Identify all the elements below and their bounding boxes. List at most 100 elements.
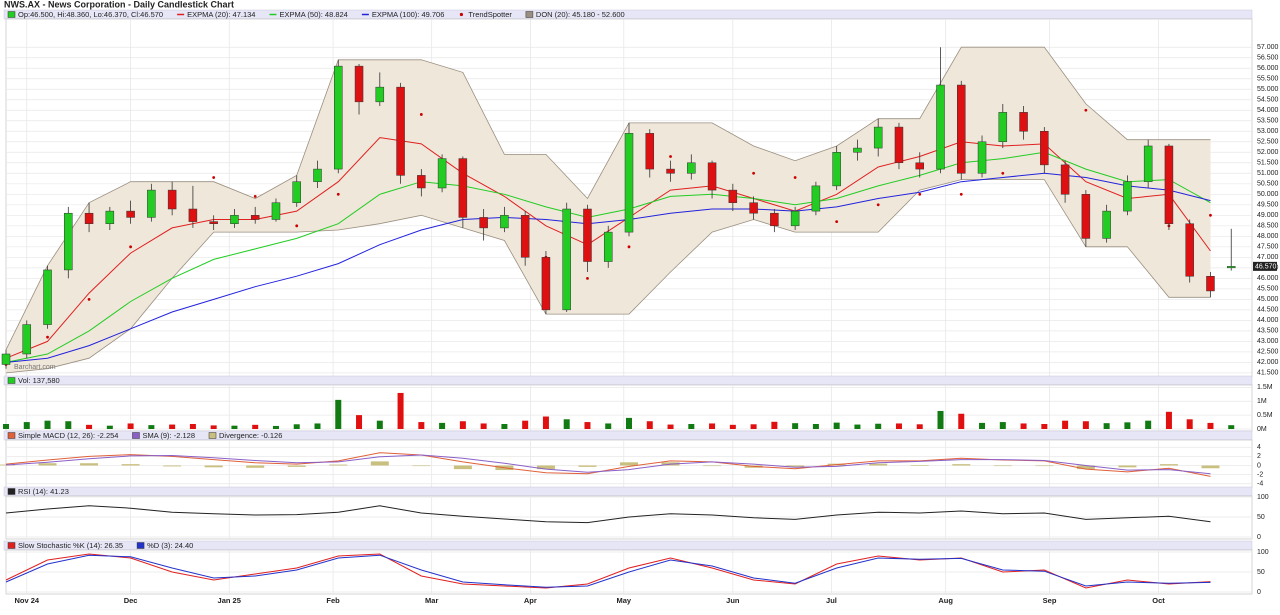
candle-body: [1164, 145, 1174, 224]
divergence-bar: [993, 465, 1012, 467]
volume-bar: [1186, 419, 1193, 429]
indicator-line: [5, 554, 1211, 588]
divergence-bar: [1118, 465, 1137, 468]
legend-label: Slow Stochastic %K (14): 26.35: [18, 541, 123, 550]
divergence-bar: [620, 462, 638, 466]
y-tick-label: 41.500: [1257, 370, 1279, 377]
legend-swatch: [7, 542, 16, 549]
y-tick-label: 47.500: [1257, 244, 1279, 251]
y-tick-label: 0: [1257, 534, 1261, 541]
candle-body: [1102, 210, 1111, 239]
y-tick-label: 48.000: [1257, 233, 1279, 240]
y-tick-label: 42.500: [1257, 349, 1279, 356]
legend-label: TrendSpotter: [468, 10, 512, 19]
x-tick-label: Apr: [524, 596, 537, 605]
y-tick-label: 2: [1257, 453, 1261, 460]
indicator-line: [5, 553, 1211, 589]
volume-bar: [86, 424, 93, 429]
candle-body: [230, 215, 239, 224]
legend-swatch: [7, 11, 16, 18]
volume-bar: [895, 423, 902, 429]
legend-swatch: [7, 432, 16, 439]
volume-bar: [522, 420, 529, 429]
volume-bar: [127, 423, 134, 429]
candle-body: [998, 112, 1008, 143]
candle-body: [915, 162, 924, 170]
trendspotter-dot: [876, 203, 880, 207]
divergence-bar: [38, 463, 57, 466]
candle-body: [790, 210, 800, 227]
volume-bar: [1145, 420, 1152, 429]
x-tick-label: Jan 25: [218, 596, 241, 605]
legend-label: Vol: 137,580: [18, 376, 60, 385]
volume-bar: [750, 424, 757, 429]
candle-body: [645, 133, 655, 170]
volume-bar: [314, 423, 321, 429]
candle-body: [167, 189, 177, 210]
divergence-bar: [952, 464, 971, 466]
y-tick-label: 50: [1257, 569, 1265, 576]
volume-bar: [709, 423, 716, 429]
candle-body: [853, 147, 862, 153]
legend-swatch: [132, 432, 140, 439]
candle-body: [1060, 164, 1070, 195]
y-tick-label: 51.500: [1257, 160, 1279, 167]
volume-bar: [44, 420, 51, 429]
trendspotter-dot: [87, 297, 91, 301]
y-tick-label: 55.000: [1257, 86, 1279, 93]
trendspotter-dot: [918, 192, 922, 196]
volume-bar: [335, 399, 342, 429]
candle-body: [313, 168, 322, 182]
volume-bar: [667, 424, 674, 429]
y-tick-label: 100: [1257, 549, 1269, 556]
candle-body: [22, 324, 32, 355]
volume-bar: [65, 421, 72, 429]
y-tick-label: 43.500: [1257, 328, 1279, 335]
volume-bar: [231, 425, 238, 429]
divergence-bar: [1159, 464, 1178, 466]
y-tick-label: -4: [1257, 481, 1263, 488]
last-price-box: [1253, 261, 1277, 271]
y-tick-label: 44.500: [1257, 307, 1279, 314]
candle-body: [375, 86, 385, 103]
candle-body: [126, 210, 135, 218]
trendspotter-dot: [1084, 108, 1088, 112]
divergence-bar: [412, 465, 431, 467]
divergence-bar: [869, 463, 888, 466]
trendspotter-dot: [627, 245, 631, 249]
volume-bar: [1020, 423, 1027, 429]
donchian-fill: [6, 47, 1211, 373]
volume-bar: [480, 423, 487, 429]
candle-body: [1019, 112, 1028, 132]
trendspotter-dot: [336, 192, 340, 196]
trendspotter-dot: [835, 220, 839, 224]
candle-body: [832, 152, 841, 187]
volume-bar: [1165, 411, 1172, 429]
y-tick-label: 43.000: [1257, 338, 1279, 345]
legend-label: Op:46.500, Hi:48.360, Lo:46.370, Cl:46.5…: [18, 10, 163, 19]
trendspotter-dot: [669, 155, 672, 158]
candle-body: [1185, 223, 1194, 277]
chart-title: NWS.AX - News Corporation - Daily Candle…: [4, 0, 234, 9]
candle-body: [1143, 145, 1153, 182]
volume-bar: [958, 413, 965, 429]
volume-bar: [459, 421, 466, 429]
donchian-lower: [5, 179, 1211, 374]
candle-body: [770, 212, 779, 227]
trendspotter-dot: [1001, 171, 1005, 175]
x-tick-label: Oct: [1152, 596, 1165, 605]
volume-bar: [1103, 423, 1110, 429]
candle-body: [707, 162, 717, 191]
legend-swatch: [525, 11, 534, 18]
volume-bar: [646, 421, 653, 429]
volume-bar: [501, 424, 508, 429]
y-tick-label: 52.000: [1257, 149, 1279, 156]
volume-bar: [148, 425, 155, 429]
trendspotter-dot: [959, 192, 963, 196]
volume-bar: [916, 424, 923, 429]
trendspotter-dot: [295, 224, 299, 228]
candle-body: [354, 65, 364, 103]
volume-bar: [272, 425, 279, 429]
y-tick-label: 0: [1257, 462, 1261, 469]
y-tick-label: 47.000: [1257, 254, 1279, 261]
